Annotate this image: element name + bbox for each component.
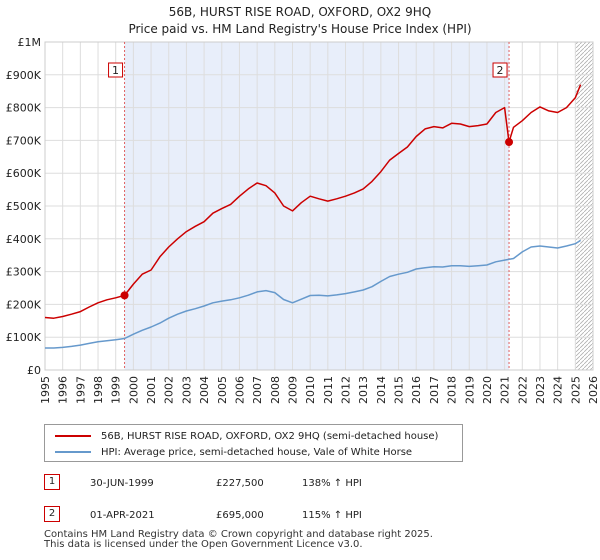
x-tick-label: 2010 [304,376,317,404]
sale-date: 01-APR-2021 [90,510,155,521]
legend-hpi-line [55,451,91,453]
x-tick-label: 2003 [180,376,193,404]
sale-2-badge-label: 2 [497,64,504,77]
legend: 56B, HURST RISE ROAD, OXFORD, OX2 9HQ (s… [44,424,463,462]
hpi-line [45,239,581,349]
x-tick-label: 2023 [534,376,547,404]
legend-property-line [55,435,91,437]
x-tick-label: 1998 [92,376,105,404]
x-tick-label: 2017 [428,376,441,404]
y-tick-label: £1M [18,36,42,49]
y-tick-label: £600K [6,167,42,180]
x-tick-label: 1996 [57,376,70,404]
sale-price: £695,000 [216,510,264,521]
y-tick-label: £0 [27,364,41,377]
x-tick-label: 2014 [375,376,388,404]
y-tick-label: £300K [6,266,42,279]
y-tick-label: £400K [6,233,42,246]
sale-1-point [120,291,129,300]
sale-row-2: 2 01-APR-2021 £695,000 115% ↑ HPI [44,506,544,526]
x-tick-label: 2022 [516,376,529,404]
y-tick-label: £900K [6,69,42,82]
x-tick-label: 2006 [233,376,246,404]
plot-area: £0 £100K £200K £300K £400K £500K £600K £700K £80… [6,36,600,404]
x-tick-label: 2011 [322,376,335,404]
x-tick-label: 2018 [446,376,459,404]
x-tick-label: 2007 [251,376,264,404]
x-tick-label: 2026 [587,376,600,404]
sale-marker-badge: 1 [44,474,60,490]
x-tick-label: 2013 [357,376,370,404]
x-tick-label: 1999 [110,376,123,404]
y-tick-label: £200K [6,298,42,311]
x-tick-label: 2015 [393,376,406,404]
sale-marker-badge: 2 [44,506,60,522]
footer: Contains HM Land Registry data © Crown c… [44,530,433,550]
sale-hpi: 138% ↑ HPI [302,478,362,489]
x-tick-label: 2009 [286,376,299,404]
footer-copyright: Contains HM Land Registry data © Crown c… [44,529,433,540]
sale-row-1: 1 30-JUN-1999 £227,500 138% ↑ HPI [44,474,544,494]
y-tick-label: £800K [6,102,42,115]
x-tick-label: 2025 [569,376,582,404]
sale-2-badge [492,62,508,78]
x-tick-label: 2000 [127,376,140,404]
x-tick-label: 1995 [39,376,52,404]
legend-hpi: HPI: Average price, semi-detached house,… [55,444,412,460]
sale-2-point [505,138,514,147]
sale-price: £227,500 [216,478,264,489]
x-tick-label: 2019 [463,376,476,404]
x-tick-label: 2005 [216,376,229,404]
x-tick-label: 2002 [163,376,176,404]
legend-property-label: 56B, HURST RISE ROAD, OXFORD, OX2 9HQ (s… [101,430,439,442]
x-tick-label: 2016 [410,376,423,404]
x-tick-label: 2001 [145,376,158,404]
x-tick-label: 2004 [198,376,211,404]
sale-1-badge [108,62,124,78]
y-tick-label: £700K [6,134,42,147]
footer-licence: This data is licensed under the Open Gov… [44,539,363,550]
x-tick-label: 2008 [269,376,282,404]
property-price-line [44,84,582,319]
legend-property: 56B, HURST RISE ROAD, OXFORD, OX2 9HQ (s… [55,428,438,444]
price-chart: 56B, HURST RISE ROAD, OXFORD, OX2 9HQ Pr… [6,5,600,404]
x-tick-label: 2012 [340,376,353,404]
x-tick-label: 1997 [74,376,87,404]
legend-hpi-label: HPI: Average price, semi-detached house,… [101,446,413,458]
chart-subtitle: Price paid vs. HM Land Registry's House … [128,22,471,36]
sale-hpi: 115% ↑ HPI [302,510,362,521]
plot-border [44,41,594,371]
y-tick-label: £500K [6,200,42,213]
x-tick-label: 2020 [481,376,494,404]
x-tick-label: 2021 [499,376,512,404]
sale-1-badge-label: 1 [112,64,119,77]
y-tick-label: £100K [6,331,42,344]
chart-title: 56B, HURST RISE ROAD, OXFORD, OX2 9HQ [169,5,431,19]
sale-date: 30-JUN-1999 [90,478,154,489]
x-tick-label: 2024 [552,376,565,404]
